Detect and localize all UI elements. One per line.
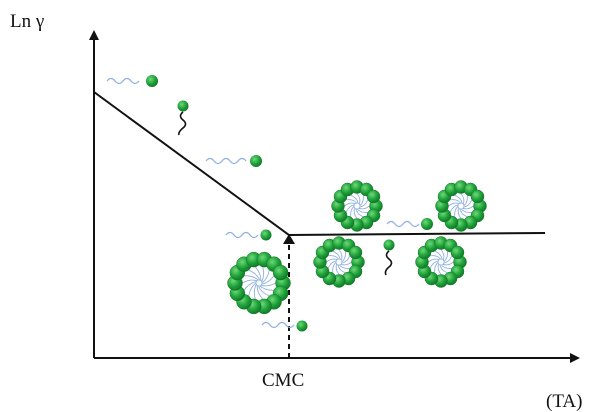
micelle-tail xyxy=(450,199,461,204)
micelle xyxy=(415,236,467,288)
micelle-tail xyxy=(260,282,276,287)
micelle-tail xyxy=(434,262,439,273)
micelle xyxy=(313,236,365,288)
micelle-tail xyxy=(454,206,459,217)
micelle-tail xyxy=(428,258,440,263)
surfactant-monomer xyxy=(261,320,308,332)
micelle-tail xyxy=(454,194,463,204)
surfactant-monomer xyxy=(205,155,262,167)
micelle-tail xyxy=(332,262,337,273)
micelle xyxy=(435,180,487,232)
micelle-tail xyxy=(353,207,358,219)
micelle-tail xyxy=(326,258,338,263)
micelle-tail xyxy=(430,255,441,260)
micelles-group xyxy=(227,180,487,315)
micelle-tail xyxy=(355,208,364,218)
micelle-tail xyxy=(448,202,460,207)
micelle-tail xyxy=(339,264,350,269)
micelle-tail xyxy=(253,284,257,300)
micelle-tail xyxy=(437,263,442,275)
micelle-tail xyxy=(344,202,356,207)
micelle-tail xyxy=(442,261,454,266)
micelle-tail xyxy=(443,255,453,264)
surfactant-monomer xyxy=(106,75,158,87)
micelle-tail xyxy=(337,264,346,274)
micelle-tail xyxy=(440,249,445,261)
micelle-tail xyxy=(261,270,270,284)
surfactant-monomer xyxy=(386,218,433,230)
micelle-head xyxy=(470,189,485,204)
micelle-tail xyxy=(254,266,262,281)
micelle-tail xyxy=(463,195,468,206)
micelle-tail xyxy=(350,194,359,204)
micelle-tail xyxy=(358,205,370,210)
micelle-tail xyxy=(434,250,443,260)
micelle-tail xyxy=(256,285,264,300)
cmc-label: CMC xyxy=(262,370,305,391)
micelle-head xyxy=(366,189,381,204)
micelle-tail xyxy=(359,199,369,208)
micelle-tail xyxy=(359,195,364,206)
micelle-head xyxy=(450,245,465,260)
micelle-tail xyxy=(357,208,368,213)
micelle-tail xyxy=(335,263,340,275)
micelle-tail xyxy=(248,269,261,281)
micelle-tail xyxy=(244,275,259,281)
micelle-tail xyxy=(459,208,468,218)
micelle-tail xyxy=(340,261,352,266)
micelle-tail xyxy=(346,199,357,204)
micelle-tail xyxy=(328,255,339,260)
micelle-tail xyxy=(243,281,257,291)
micelle-tail xyxy=(449,204,459,213)
micelle-tail xyxy=(338,249,343,261)
micelle-tail xyxy=(457,207,462,219)
micelle-tail xyxy=(341,251,346,262)
micelle xyxy=(227,251,291,315)
surfactant-monomer xyxy=(225,229,272,241)
surfactant-monomer-vertical xyxy=(177,100,189,136)
micelle-tail xyxy=(327,260,337,269)
micelle-head xyxy=(272,264,289,281)
micelle-tail xyxy=(261,275,275,285)
micelle-tail xyxy=(461,208,472,213)
micelle-tail xyxy=(332,250,341,260)
micelle-tail xyxy=(462,205,474,210)
micelle-tail xyxy=(350,206,355,217)
micelle-tail xyxy=(257,285,270,297)
micelle-tail xyxy=(441,264,452,269)
micelle-tail xyxy=(261,266,265,282)
micelle-tail xyxy=(341,255,351,264)
micelle-tail xyxy=(248,282,257,296)
micelle-tail xyxy=(356,193,361,205)
x-axis-label: (TA) xyxy=(546,391,583,412)
micelle xyxy=(331,180,383,232)
micelle-tail xyxy=(460,193,465,205)
micelle-tail xyxy=(345,204,355,213)
y-axis-label: Ln γ xyxy=(10,11,45,32)
micelle-tail xyxy=(443,251,448,262)
micelle-tail xyxy=(429,260,439,269)
micelle-tail xyxy=(259,285,274,291)
cmc-arrowhead xyxy=(283,234,295,244)
micelle-tail xyxy=(463,199,473,208)
micelle-tail xyxy=(242,279,258,284)
micelle-head xyxy=(348,245,363,260)
micelle-tail xyxy=(439,264,448,274)
surfactant-monomer-vertical xyxy=(383,239,395,276)
